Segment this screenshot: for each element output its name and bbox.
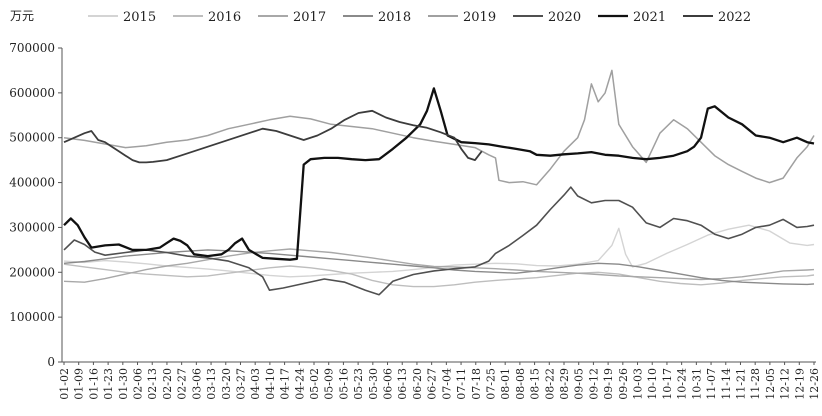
y-unit-label: 万元 — [10, 9, 34, 23]
x-tick-label: 07-18 — [470, 368, 483, 400]
x-tick-label: 11-21 — [734, 368, 747, 400]
x-tick-label: 11-28 — [749, 368, 762, 400]
x-tick-label: 06-06 — [382, 368, 395, 400]
x-tick-label: 02-20 — [161, 368, 174, 400]
x-tick-label: 03-13 — [205, 368, 218, 400]
x-axis: 01-02 01-09 01-16 01-23 01-30 02-06 02-13 02-20… — [58, 362, 821, 400]
legend-label-2016: 2016 — [208, 10, 241, 25]
x-tick-label: 12-19 — [793, 368, 806, 400]
x-tick-label: 03-20 — [220, 368, 233, 400]
x-tick-label: 08-15 — [529, 368, 542, 400]
y-tick-label: 0 — [47, 355, 55, 369]
x-tick-label: 07-11 — [455, 368, 468, 400]
x-tick-label: 07-25 — [484, 368, 497, 400]
series-line-2020 — [63, 186, 815, 296]
series-lines — [63, 69, 815, 296]
legend: 2015 2016 2017 2018 2019 2020 2021 2022 — [88, 10, 751, 25]
x-tick-label: 12-12 — [779, 368, 792, 400]
x-tick-label: 12-26 — [808, 368, 821, 400]
y-tick-label: 100000 — [9, 310, 55, 324]
x-tick-label: 01-02 — [58, 368, 71, 400]
legend-label-2020: 2020 — [548, 10, 581, 25]
x-tick-label: 03-27 — [234, 368, 247, 400]
x-tick-label: 10-24 — [676, 368, 689, 400]
x-tick-label: 05-23 — [352, 368, 365, 400]
y-tick-label: 400000 — [9, 176, 55, 190]
x-tick-label: 01-23 — [102, 368, 115, 400]
y-tick-label: 500000 — [9, 131, 55, 145]
x-tick-label: 06-20 — [411, 368, 424, 400]
series-line-2017 — [63, 248, 815, 283]
x-tick-label: 02-13 — [146, 368, 159, 400]
x-tick-label: 04-24 — [293, 368, 306, 400]
x-tick-label: 09-05 — [573, 368, 586, 400]
x-tick-label: 06-13 — [396, 368, 409, 400]
x-tick-label: 10-10 — [646, 368, 659, 400]
x-tick-label: 04-03 — [249, 368, 262, 400]
y-tick-label: 600000 — [9, 86, 55, 100]
x-tick-label: 05-30 — [367, 368, 380, 400]
legend-label-2017: 2017 — [293, 10, 326, 25]
legend-label-2021: 2021 — [633, 10, 666, 25]
y-tick-label: 700000 — [9, 41, 55, 55]
legend-label-2022: 2022 — [718, 10, 751, 25]
legend-label-2015: 2015 — [123, 10, 156, 25]
legend-label-2018: 2018 — [378, 10, 411, 25]
x-tick-label: 10-31 — [690, 368, 703, 400]
x-tick-label: 05-16 — [337, 368, 350, 400]
x-tick-label: 09-12 — [587, 368, 600, 400]
x-tick-label: 02-27 — [176, 368, 189, 400]
x-tick-label: 01-30 — [117, 368, 130, 400]
x-tick-label: 01-09 — [73, 368, 86, 400]
series-line-2022 — [63, 109, 483, 164]
x-tick-label: 10-03 — [632, 368, 645, 400]
x-tick-label: 11-14 — [720, 368, 733, 400]
series-line-2021 — [63, 87, 815, 261]
x-tick-label: 06-27 — [426, 368, 439, 400]
x-tick-label: 05-09 — [323, 368, 336, 400]
x-tick-label: 05-02 — [308, 368, 321, 400]
x-tick-label: 04-17 — [279, 368, 292, 400]
x-tick-label: 04-10 — [264, 368, 277, 400]
series-line-2016 — [63, 263, 815, 288]
x-tick-label: 09-26 — [617, 368, 630, 400]
y-tick-label: 200000 — [9, 265, 55, 279]
x-tick-label: 12-05 — [764, 368, 777, 400]
series-line-2015 — [63, 224, 815, 278]
x-tick-label: 01-16 — [87, 368, 100, 400]
legend-label-2019: 2019 — [463, 10, 496, 25]
x-tick-label: 08-01 — [499, 368, 512, 400]
x-tick-label: 08-29 — [558, 368, 571, 400]
x-tick-label: 10-17 — [661, 368, 674, 400]
y-tick-label: 300000 — [9, 220, 55, 234]
x-tick-label: 02-06 — [132, 368, 145, 400]
series-line-2019 — [63, 69, 815, 186]
x-tick-label: 11-07 — [705, 368, 718, 400]
x-tick-label: 08-08 — [514, 368, 527, 400]
y-axis: 0 100000 200000 300000 400000 500000 600000 700… — [9, 41, 62, 369]
x-tick-label: 03-06 — [190, 368, 203, 400]
x-tick-label: 08-22 — [543, 368, 556, 400]
x-tick-label: 09-19 — [602, 368, 615, 400]
x-tick-label: 07-04 — [440, 368, 453, 400]
